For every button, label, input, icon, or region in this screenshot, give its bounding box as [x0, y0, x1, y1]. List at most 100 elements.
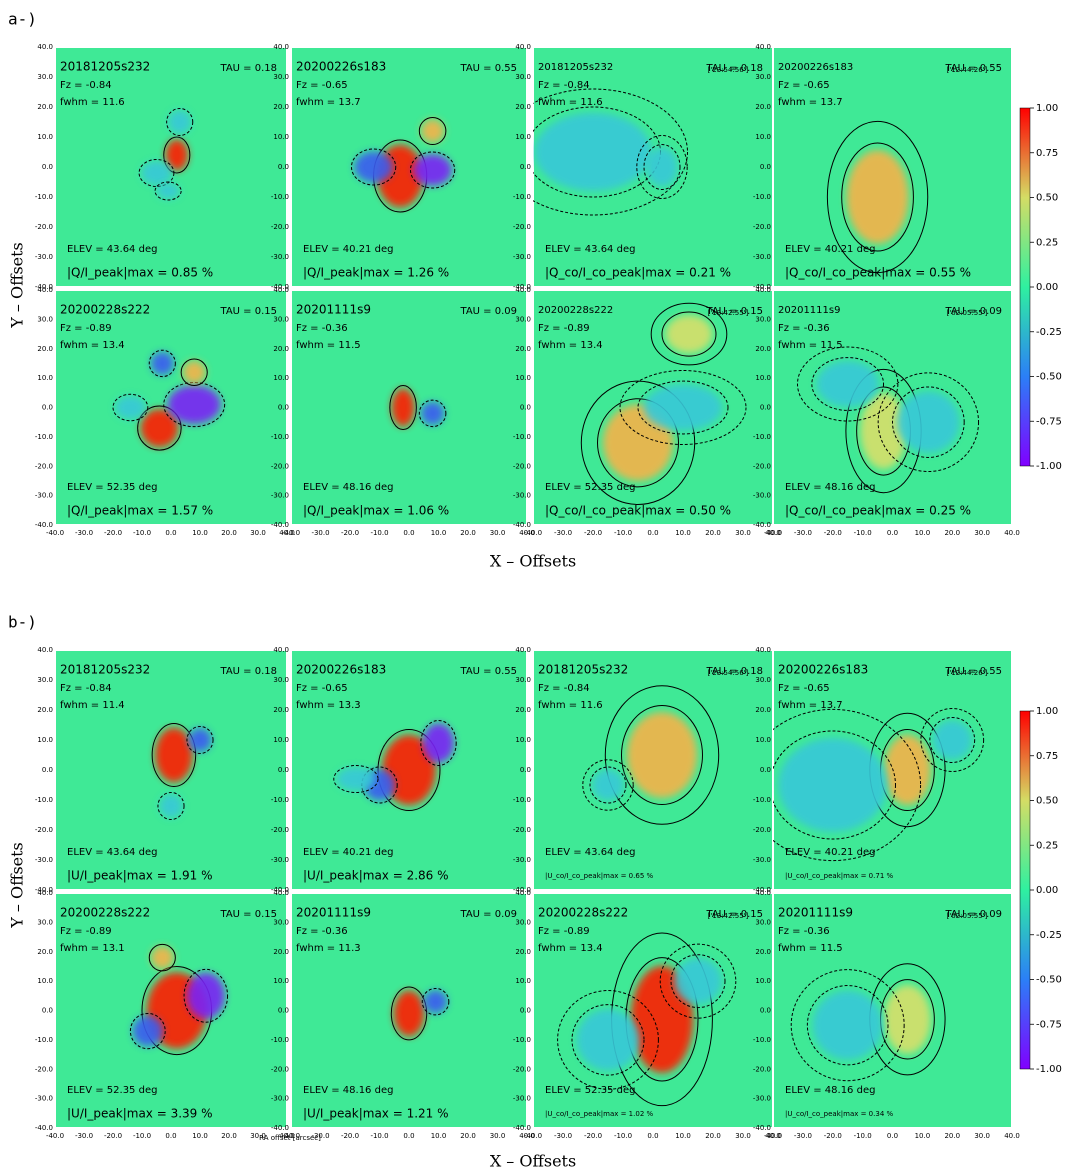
- tau: TAU = 0.18: [220, 63, 278, 74]
- panel: 20181205s232 TAU = 0.18 Fz = -0.84 fwhm = 1…: [54, 46, 288, 288]
- contour: [129, 1012, 166, 1050]
- y-tick-label: 0.0: [520, 163, 531, 171]
- tau: TAU = 0.18: [706, 666, 764, 677]
- x-tick-label: 20.0: [944, 1132, 960, 1140]
- panel: 20200226s183 TAU = 0.55 Fz = -0.65 fwhm = 1…: [290, 649, 528, 891]
- x-tick-label: -10.0: [133, 1132, 151, 1140]
- fwhm: fwhm = 13.4: [538, 340, 603, 351]
- x-tick-label: -10.0: [854, 529, 872, 537]
- x-tick-label: -40.0: [764, 529, 782, 537]
- y-tick-label: 30.0: [755, 73, 771, 81]
- y-tick-label: 10.0: [37, 977, 53, 985]
- x-tick-label: 40.0: [1004, 1132, 1020, 1140]
- y-tick-label: 40.0: [755, 646, 771, 654]
- elev: ELEV = 52.35 deg: [545, 1085, 635, 1096]
- map-blob: [592, 769, 624, 801]
- y-tick-label: -40.0: [35, 886, 53, 894]
- colorbar-tick-label: 0.25: [1036, 840, 1058, 851]
- peak-ratio: |Q/I_peak|max = 1.57 %: [67, 504, 213, 518]
- colorbar-tick-label: 0.25: [1036, 237, 1058, 248]
- fwhm: fwhm = 13.3: [296, 700, 361, 711]
- contour: [409, 151, 456, 189]
- y-tick-label: -30.0: [513, 856, 531, 864]
- map-blob: [150, 946, 174, 970]
- contour: [533, 88, 688, 216]
- y-tick-label: 30.0: [515, 315, 531, 323]
- contour: [389, 384, 417, 431]
- y-tick-label: -30.0: [753, 856, 771, 864]
- map-blob: [150, 351, 174, 375]
- map-blob: [534, 113, 652, 191]
- x-tick-label: -20.0: [104, 529, 122, 537]
- peak-ratio: |U_co/I_co_peak|max = 0.65 %: [545, 872, 653, 880]
- map: [390, 986, 450, 1041]
- fz: Fz = -0.36: [296, 926, 348, 937]
- y-tick-label: 30.0: [37, 73, 53, 81]
- map-blob: [630, 965, 694, 1073]
- y-tick-label: -30.0: [271, 1095, 289, 1103]
- panel: 20200228s222 TAU = 0.15 Fz = -0.89 fwhm = 1…: [54, 289, 288, 526]
- y-tick-label: -20.0: [513, 462, 531, 470]
- map-blob: [421, 119, 445, 143]
- y-tick-label: -40.0: [271, 886, 289, 894]
- peak-ratio: |U/I_peak|max = 2.86 %: [303, 869, 449, 883]
- y-tick-label: 40.0: [515, 43, 531, 51]
- figure-label: a-): [8, 10, 37, 29]
- y-tick-label: 40.0: [273, 646, 289, 654]
- peak-ratio: |U_co/I_co_peak|max = 1.02 %: [545, 1110, 653, 1118]
- y-tick-label: -20.0: [513, 223, 531, 231]
- map-blob: [424, 990, 448, 1014]
- y-tick-label: 40.0: [755, 286, 771, 294]
- peak-ratio: |Q_co/I_co_peak|max = 0.50 %: [545, 504, 731, 518]
- fz: Fz = -0.65: [296, 80, 348, 91]
- contour: [154, 181, 182, 201]
- y-tick-label: 10.0: [755, 374, 771, 382]
- y-tick-label: 20.0: [515, 103, 531, 111]
- panel: 20200228s222 TAU = 0.15['13:42:55'] Fz = -…: [532, 289, 774, 526]
- x-tick-label: -30.0: [554, 1132, 572, 1140]
- fwhm: fwhm = 11.5: [296, 340, 361, 351]
- y-tick-label: -30.0: [35, 253, 53, 261]
- elev: ELEV = 48.16 deg: [303, 482, 393, 493]
- x-tick-label: -20.0: [104, 1132, 122, 1140]
- time-stamp: ['12:44:26']: [947, 66, 988, 74]
- map-blob: [115, 396, 146, 419]
- y-tick-label: -30.0: [35, 1095, 53, 1103]
- y-tick-label: -30.0: [513, 1095, 531, 1103]
- x-tick-label: 0.0: [165, 1132, 176, 1140]
- y-tick-label: -30.0: [35, 856, 53, 864]
- y-tick-label: -20.0: [35, 826, 53, 834]
- tau: TAU = 0.18: [220, 666, 278, 677]
- elev: ELEV = 48.16 deg: [785, 482, 875, 493]
- fz: Fz = -0.89: [60, 323, 112, 334]
- y-tick-label: 40.0: [273, 889, 289, 897]
- contour: [148, 943, 176, 972]
- map-blob: [156, 183, 180, 199]
- y-tick-label: 10.0: [755, 977, 771, 985]
- x-tick-label: 10.0: [192, 529, 208, 537]
- y-tick-label: -10.0: [271, 1036, 289, 1044]
- x-tick-label: 30.0: [974, 529, 990, 537]
- y-tick-label: -10.0: [35, 433, 53, 441]
- map-blob: [884, 984, 931, 1054]
- map-blob: [626, 712, 698, 798]
- y-tick-label: 20.0: [37, 706, 53, 714]
- map-blob: [423, 723, 454, 763]
- map: [151, 723, 214, 820]
- x-tick-label: 40.0: [279, 1132, 295, 1140]
- y-tick-label: 30.0: [273, 315, 289, 323]
- fwhm: fwhm = 13.1: [60, 943, 125, 954]
- time-stamp: ['02:05:55']: [947, 912, 988, 920]
- map-blob: [140, 408, 179, 448]
- contour: [597, 398, 679, 488]
- fwhm: fwhm = 13.7: [296, 97, 361, 108]
- fwhm: fwhm = 11.5: [778, 943, 843, 954]
- tau: TAU = 0.09: [460, 909, 518, 920]
- y-tick-label: -10.0: [271, 796, 289, 804]
- colorbar: [1019, 710, 1031, 1070]
- y-tick-label: -20.0: [35, 462, 53, 470]
- y-tick-label: 10.0: [273, 374, 289, 382]
- y-tick-label: 30.0: [37, 918, 53, 926]
- x-tick-label: -40.0: [46, 1132, 64, 1140]
- y-tick-label: -20.0: [35, 223, 53, 231]
